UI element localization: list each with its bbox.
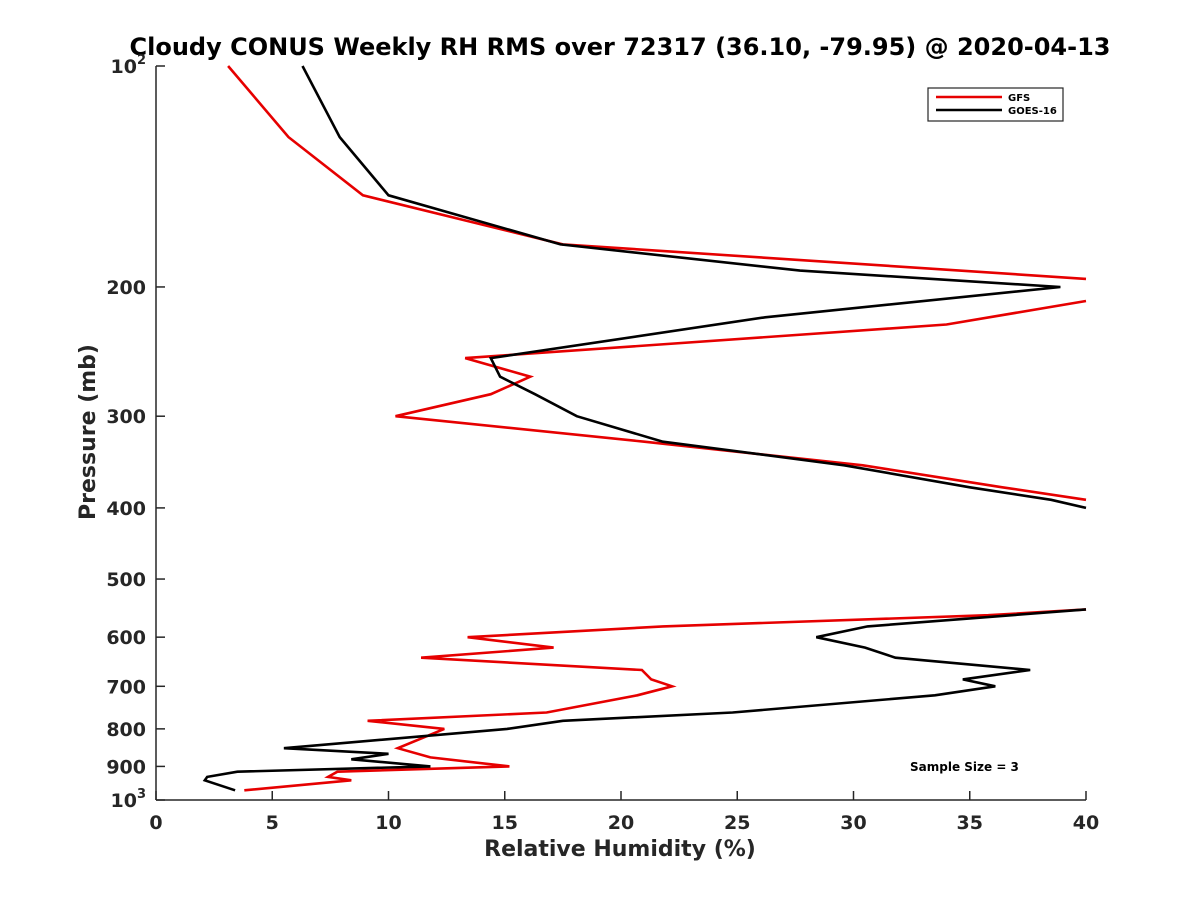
x-tick-label: 15: [492, 812, 518, 834]
y-tick-label: 600: [106, 627, 146, 649]
series-line-gfs-1: [227, 65, 1087, 281]
x-axis-label: Relative Humidity (%): [484, 837, 756, 862]
chart-title: Cloudy CONUS Weekly RH RMS over 72317 (3…: [130, 33, 1111, 61]
axes: 0 5 10 15 20 25 30 35 40 102 200 300 400 500 600 700 800…: [106, 53, 1099, 834]
y-tick-label: 400: [106, 498, 146, 520]
y-tick-label: 103: [111, 787, 147, 812]
y-axis-label: Pressure (mb): [76, 344, 101, 520]
series-line-goes-16-1: [301, 65, 1087, 510]
x-tick-label: 20: [608, 812, 634, 834]
x-tick-label: 35: [957, 812, 983, 834]
legend-label: GFS: [1008, 93, 1030, 104]
legend: GFS GOES-16: [927, 87, 1064, 122]
series-layer: [202, 65, 1087, 792]
legend-label: GOES-16: [1008, 106, 1057, 117]
y-tick-label: 900: [106, 756, 146, 778]
x-tick-label: 40: [1073, 812, 1099, 834]
y-tick-label: 700: [106, 676, 146, 698]
sample-size-annotation: Sample Size = 3: [910, 760, 1019, 774]
series-line-goes-16-2: [202, 608, 1087, 792]
series-line-gfs-2: [395, 299, 1087, 502]
y-tick-label: 300: [106, 406, 146, 428]
y-tick-label: 800: [106, 719, 146, 741]
legend-box: [927, 87, 1064, 122]
y-tick-label: 500: [106, 569, 146, 591]
x-tick-label: 30: [840, 812, 866, 834]
series-line-gfs-3: [244, 608, 1087, 792]
x-tick-label: 5: [266, 812, 279, 834]
y-tick-label: 200: [106, 277, 146, 299]
x-tick-label: 10: [375, 812, 401, 834]
x-tick-label: 25: [724, 812, 750, 834]
x-tick-label: 0: [149, 812, 162, 834]
y-tick-label: 102: [111, 53, 147, 78]
